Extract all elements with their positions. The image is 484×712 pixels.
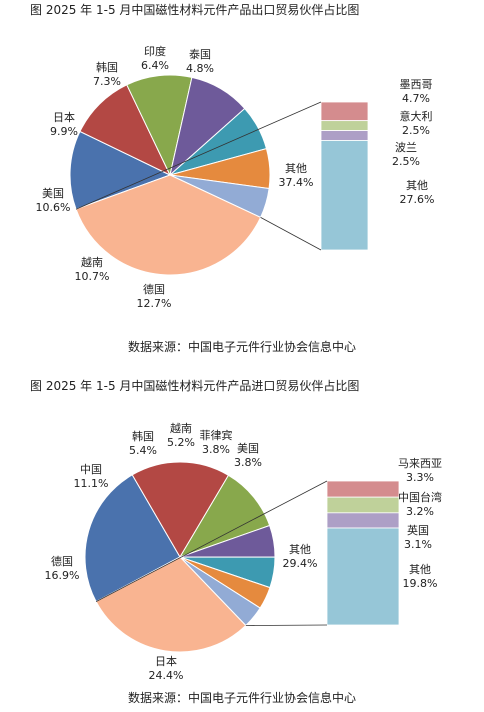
slice-name-label: 菲律宾: [200, 428, 233, 442]
slice-name-label: 日本: [155, 654, 177, 668]
slice-value-label: 16.9%: [45, 569, 80, 582]
slice-value-label: 24.4%: [149, 669, 184, 682]
pie-slice: [95, 556, 247, 653]
slice-value-label: 10.6%: [36, 201, 71, 214]
breakdown-value-label: 27.6%: [400, 193, 435, 206]
charts-layer: 德国12.7%越南10.7%美国10.6%日本9.9%韩国7.3%印度6.4%泰…: [36, 44, 442, 682]
connector-line: [75, 101, 322, 210]
import-chart-source: 数据来源：中国电子元件行业协会信息中心: [128, 690, 356, 705]
slice-value-label: 5.4%: [129, 444, 157, 457]
breakdown-name-label: 其他: [406, 179, 428, 192]
slice-name-label: 德国: [143, 282, 165, 296]
slice-value-label: 7.3%: [93, 75, 121, 88]
slice-value-label: 11.1%: [74, 477, 109, 490]
breakdown-name-label: 其他: [409, 563, 431, 576]
breakdown-name-label: 波兰: [395, 141, 417, 154]
slice-name-label: 中国: [80, 463, 102, 476]
breakdown-segment: [320, 140, 369, 251]
slice-name-label: 德国: [51, 554, 73, 568]
breakdown-value-label: 4.7%: [402, 92, 430, 105]
slice-value-label: 3.8%: [202, 443, 230, 456]
pie-slice: [69, 130, 172, 210]
slice-name-label: 其他: [289, 543, 311, 556]
export-chart-source: 数据来源：中国电子元件行业协会信息中心: [128, 339, 356, 354]
breakdown-segment: [320, 130, 369, 141]
breakdown-name-label: 中国台湾: [398, 490, 442, 504]
slice-value-label: 3.8%: [234, 456, 262, 469]
export-chart-title: 图 2025 年 1-5 月中国磁性材料元件产品出口贸易伙伴占比图: [30, 2, 359, 17]
slice-name-label: 日本: [53, 110, 75, 124]
breakdown-name-label: 马来西亚: [398, 457, 442, 470]
breakdown-segment: [326, 527, 400, 626]
slice-name-label: 美国: [42, 187, 64, 200]
breakdown-value-label: 2.5%: [392, 155, 420, 168]
slice-name-label: 美国: [237, 442, 259, 455]
breakdown-value-label: 2.5%: [402, 124, 430, 137]
slice-name-label: 印度: [144, 44, 166, 58]
breakdown-value-label: 3.3%: [406, 471, 434, 484]
pie-slice: [79, 84, 172, 177]
slice-value-label: 29.4%: [283, 557, 318, 570]
breakdown-name-label: 意大利: [400, 109, 433, 123]
slice-value-label: 6.4%: [141, 59, 169, 72]
slice-name-label: 越南: [170, 421, 192, 435]
pie-slice: [178, 474, 271, 558]
connector-line: [245, 624, 328, 626]
slice-name-label: 韩国: [96, 60, 118, 74]
slice-name-label: 韩国: [132, 429, 154, 443]
slice-value-label: 5.2%: [167, 436, 195, 449]
breakdown-segment: [326, 496, 400, 514]
slice-value-label: 37.4%: [279, 176, 314, 189]
breakdown-value-label: 3.2%: [406, 505, 434, 518]
pie-slice: [131, 461, 230, 558]
slice-value-label: 9.9%: [50, 125, 78, 138]
pie-slice: [126, 74, 193, 177]
breakdown-name-label: 墨西哥: [400, 78, 433, 91]
breakdown-name-label: 英国: [407, 523, 429, 537]
slice-name-label: 其他: [285, 162, 307, 175]
slice-value-label: 12.7%: [137, 297, 172, 310]
import-chart-title: 图 2025 年 1-5 月中国磁性材料元件产品进口贸易伙伴占比图: [30, 378, 359, 393]
slice-name-label: 越南: [81, 255, 103, 269]
breakdown-value-label: 19.8%: [403, 577, 438, 590]
breakdown-segment: [320, 101, 369, 122]
connector-line: [95, 480, 328, 602]
breakdown-segment: [326, 512, 400, 529]
slice-name-label: 泰国: [189, 47, 211, 61]
connector-line: [260, 217, 322, 251]
pie-slice: [75, 174, 262, 276]
breakdown-segment: [326, 480, 400, 498]
breakdown-segment: [320, 120, 369, 131]
slice-value-label: 4.8%: [186, 62, 214, 75]
slice-value-label: 10.7%: [75, 270, 110, 283]
pie-slice: [84, 474, 181, 603]
breakdown-value-label: 3.1%: [404, 538, 432, 551]
